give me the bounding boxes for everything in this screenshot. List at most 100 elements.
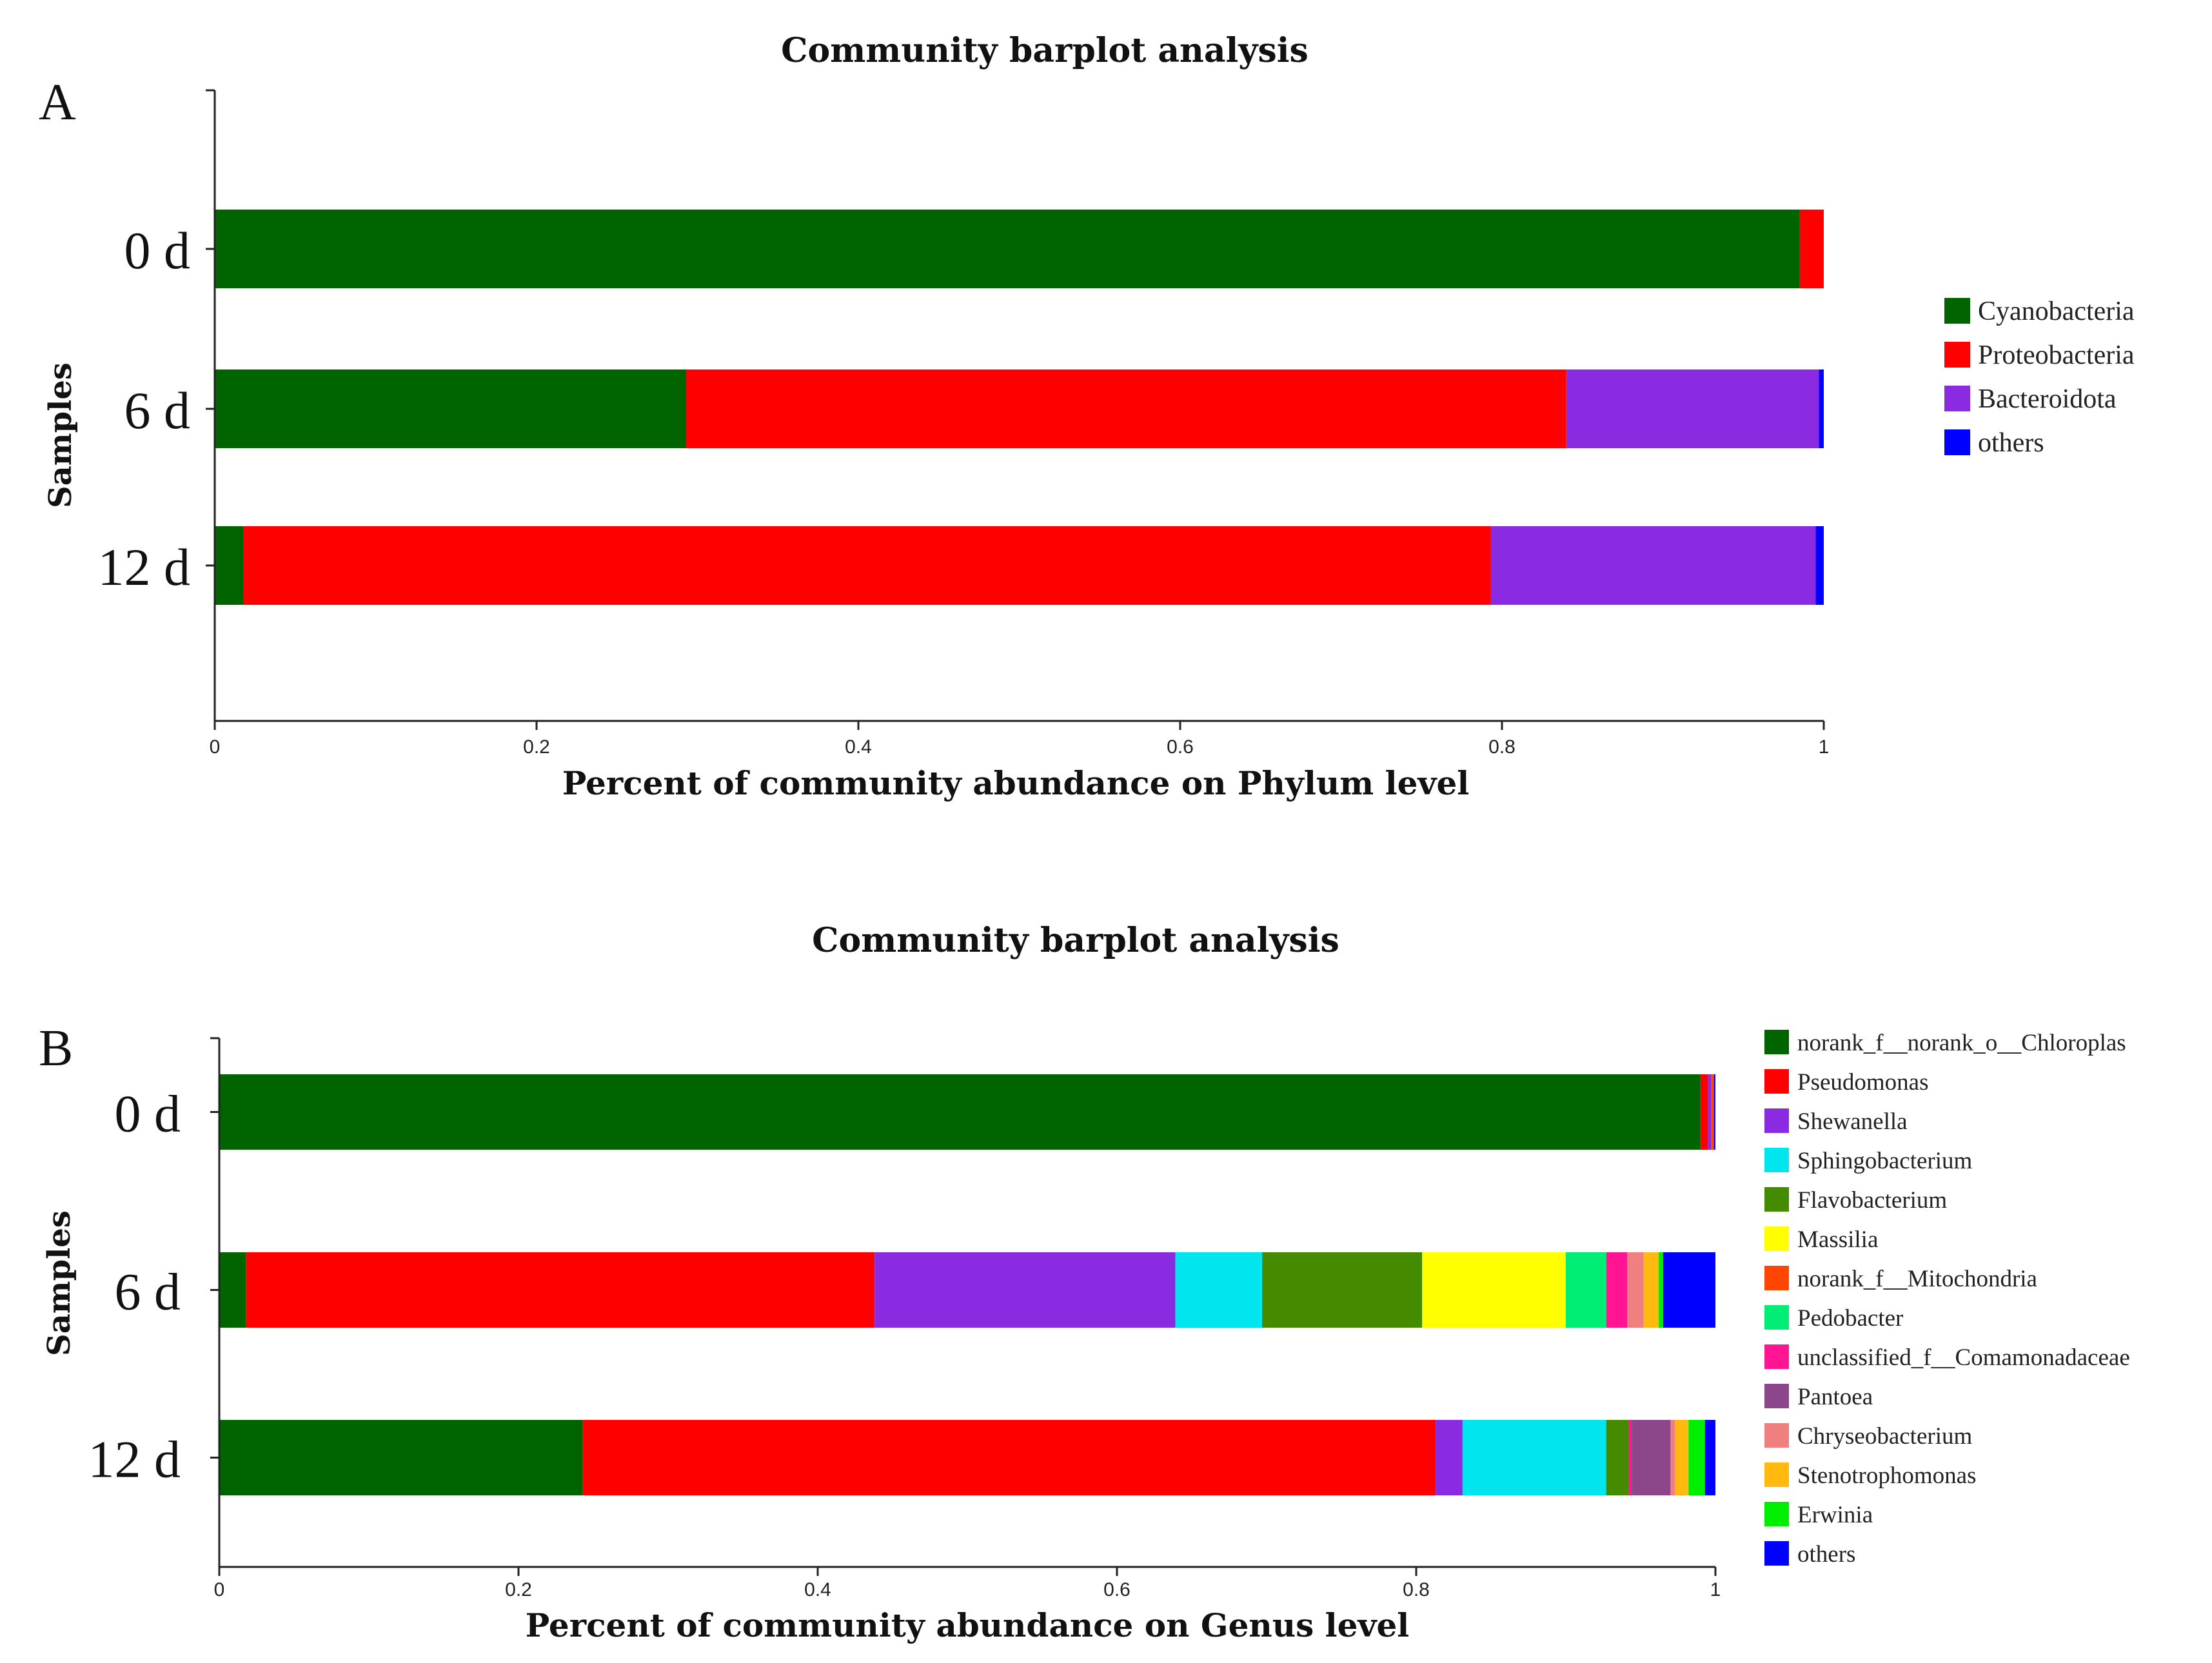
panel-a-y-axis-label: Samples — [43, 362, 79, 508]
panel-a-category-label: 6 d — [124, 381, 191, 440]
panel-a-bar-6-d-proteobacteria — [686, 369, 1566, 448]
panel-b-category-label: 6 d — [115, 1263, 181, 1321]
panel-b-y-axis-label: Samples — [41, 1210, 77, 1356]
panel-b-bar-6-d-flavobacterium — [1262, 1252, 1423, 1328]
panel-a-legend-swatch-cyanobacteria — [1944, 298, 1970, 324]
panel-a-legend-swatch-others — [1944, 429, 1970, 455]
panel-a-title: Community barplot analysis — [781, 31, 1308, 70]
panel-b-legend-label: Pantoea — [1797, 1384, 1873, 1410]
panel-b-legend-label: others — [1797, 1541, 1855, 1568]
panel-b-title: Community barplot analysis — [812, 921, 1339, 960]
panel-b-bar-12-d-pseudomonas — [582, 1420, 1436, 1495]
panel-b-x-tick-label: 0.4 — [804, 1579, 831, 1600]
panel-b-legend-swatch-others — [1764, 1541, 1789, 1566]
panel-b-legend-swatch-stenotrophomonas — [1764, 1462, 1789, 1487]
panel-b-bar-6-d-stenotrophomonas — [1643, 1252, 1659, 1328]
panel-a-bar-12-d-proteobacteria — [243, 526, 1491, 605]
panel-b-legend-swatch-pantoea — [1764, 1384, 1789, 1408]
panel-b-legend-swatch-chryseobacterium — [1764, 1423, 1789, 1448]
panel-a-bar-0-d-cyanobacteria — [215, 210, 1800, 288]
panel-b-bar-12-d-unclassified-f-comamonadaceae — [1628, 1420, 1632, 1495]
panel-a-x-tick-label: 0.6 — [1167, 736, 1194, 758]
panel-a-bar-6-d-cyanobacteria — [215, 369, 687, 448]
panel-b-bar-12-d-pantoea — [1632, 1420, 1671, 1495]
panel-b-legend-label: Massilia — [1797, 1226, 1878, 1253]
panel-b-x-axis-label: Percent of community abundance on Genus … — [526, 1606, 1410, 1644]
panel-a-bar-0-d-proteobacteria — [1799, 210, 1824, 288]
panel-b-bar-6-d-unclassified-f-comamonadaceae — [1606, 1252, 1628, 1328]
panel-b-bar-6-d-pseudomonas — [246, 1252, 875, 1328]
panel-a-chart: Community barplot analysis A Samples Per… — [39, 31, 2135, 802]
panel-b-bar-6-d-sphingobacterium — [1175, 1252, 1263, 1328]
panel-b-legend-label: Shewanella — [1797, 1108, 1908, 1135]
panel-b-category-label: 0 d — [115, 1085, 181, 1143]
panel-b-legend-label: Stenotrophomonas — [1797, 1462, 1976, 1489]
panel-b-bar-12-d-sphingobacterium — [1462, 1420, 1606, 1495]
panel-b-legend-label: norank_f__norank_o__Chloroplas — [1797, 1030, 2126, 1056]
panel-b-legend-swatch-norank-f-mitochondria — [1764, 1266, 1789, 1290]
panel-a-legend-label: Proteobacteria — [1978, 340, 2135, 370]
panel-b-bar-6-d-erwinia — [1658, 1252, 1663, 1328]
panel-b-bar-12-d-erwinia — [1688, 1420, 1705, 1495]
panel-a-bar-12-d-bacteroidota — [1490, 526, 1816, 605]
panel-b-legend-swatch-pedobacter — [1764, 1305, 1789, 1330]
panel-b-bar-6-d-massilia — [1422, 1252, 1566, 1328]
panel-b-x-tick-label: 1 — [1710, 1579, 1721, 1600]
panel-b-legend-swatch-massilia — [1764, 1226, 1789, 1251]
panel-b-bar-0-d-pseudomonas — [1700, 1074, 1708, 1150]
panel-a-legend: Cyanobacteria Proteobacteria Bacteroidota o… — [1944, 297, 2135, 458]
panel-b-bar-6-d-pedobacter — [1566, 1252, 1606, 1328]
panel-a-x-tick-label: 0 — [210, 736, 221, 758]
panel-b-bar-0-d-others — [1713, 1074, 1715, 1150]
panel-b-legend-swatch-flavobacterium — [1764, 1187, 1789, 1212]
panel-a-x-tick-label: 0.2 — [523, 736, 550, 758]
panel-b-x-tick-label: 0 — [214, 1579, 225, 1600]
panel-a-legend-label: others — [1978, 428, 2044, 458]
panel-a-bar-6-d-bacteroidota — [1566, 369, 1819, 448]
panel-b-bar-12-d-stenotrophomonas — [1675, 1420, 1689, 1495]
panel-b-bar-12-d-shewanella — [1436, 1420, 1463, 1495]
panel-b-legend-label: Sphingobacterium — [1797, 1148, 1973, 1174]
panel-a-x-axis-label: Percent of community abundance on Phylum… — [562, 764, 1470, 802]
panel-a-x-tick-label: 1 — [1819, 736, 1830, 758]
panel-b-legend-swatch-erwinia — [1764, 1502, 1789, 1526]
panel-b-bar-0-d-shewanella — [1708, 1074, 1712, 1150]
panel-b-x-tick-label: 0.8 — [1403, 1579, 1430, 1600]
panel-b-bar-0-d-norank-f-mitochondria — [1711, 1074, 1714, 1150]
panel-b-legend: norank_f__norank_o__Chloroplas Pseudomona… — [1764, 1030, 2130, 1568]
panel-b-legend-label: norank_f__Mitochondria — [1797, 1266, 2037, 1292]
panel-b-legend-swatch-unclassified-f-comamonadaceae — [1764, 1344, 1789, 1369]
panel-b-legend-label: Chryseobacterium — [1797, 1423, 1972, 1450]
panel-b-legend-label: Pseudomonas — [1797, 1069, 1929, 1096]
panel-b-legend-swatch-norank-f-norank-o-chloroplas — [1764, 1030, 1789, 1054]
panel-a-bar-12-d-others — [1815, 526, 1824, 605]
panel-b-legend-label: Pedobacter — [1797, 1305, 1903, 1332]
panel-b-bar-12-d-norank-f-norank-o-chloroplas — [219, 1420, 583, 1495]
panel-b-legend-swatch-sphingobacterium — [1764, 1148, 1789, 1172]
panel-b-category-label: 12 d — [88, 1430, 181, 1489]
panel-b-bar-12-d-flavobacterium — [1606, 1420, 1629, 1495]
panel-b-bar-0-d-norank-f-norank-o-chloroplas — [219, 1074, 1701, 1150]
panel-a-bar-12-d-cyanobacteria — [215, 526, 244, 605]
panel-b-legend-swatch-pseudomonas — [1764, 1069, 1789, 1094]
panel-b-bar-6-d-others — [1663, 1252, 1715, 1328]
panel-b-legend-swatch-shewanella — [1764, 1108, 1789, 1133]
panel-b-bar-6-d-chryseobacterium — [1627, 1252, 1644, 1328]
panel-a-legend-swatch-proteobacteria — [1944, 342, 1970, 368]
panel-b-legend-label: Flavobacterium — [1797, 1187, 1947, 1214]
panel-b-chart: Community barplot analysis B Samples Per… — [39, 921, 2130, 1644]
panel-b-bar-12-d-chryseobacterium — [1670, 1420, 1675, 1495]
panel-a-category-label: 0 d — [124, 221, 191, 280]
panel-b-x-tick-label: 0.2 — [505, 1579, 532, 1600]
panel-a-legend-swatch-bacteroidota — [1944, 386, 1970, 411]
panel-a-legend-label: Bacteroidota — [1978, 384, 2117, 414]
panel-a-legend-label: Cyanobacteria — [1978, 297, 2135, 326]
panel-b-bar-6-d-shewanella — [874, 1252, 1176, 1328]
panel-a-category-label: 12 d — [98, 538, 191, 596]
panel-b-bar-12-d-others — [1704, 1420, 1715, 1495]
panel-b-legend-label: unclassified_f__Comamonadaceae — [1797, 1344, 2130, 1371]
panel-b-letter: B — [39, 1020, 73, 1077]
panel-a-letter: A — [39, 74, 76, 131]
panel-b-x-tick-label: 0.6 — [1103, 1579, 1131, 1600]
